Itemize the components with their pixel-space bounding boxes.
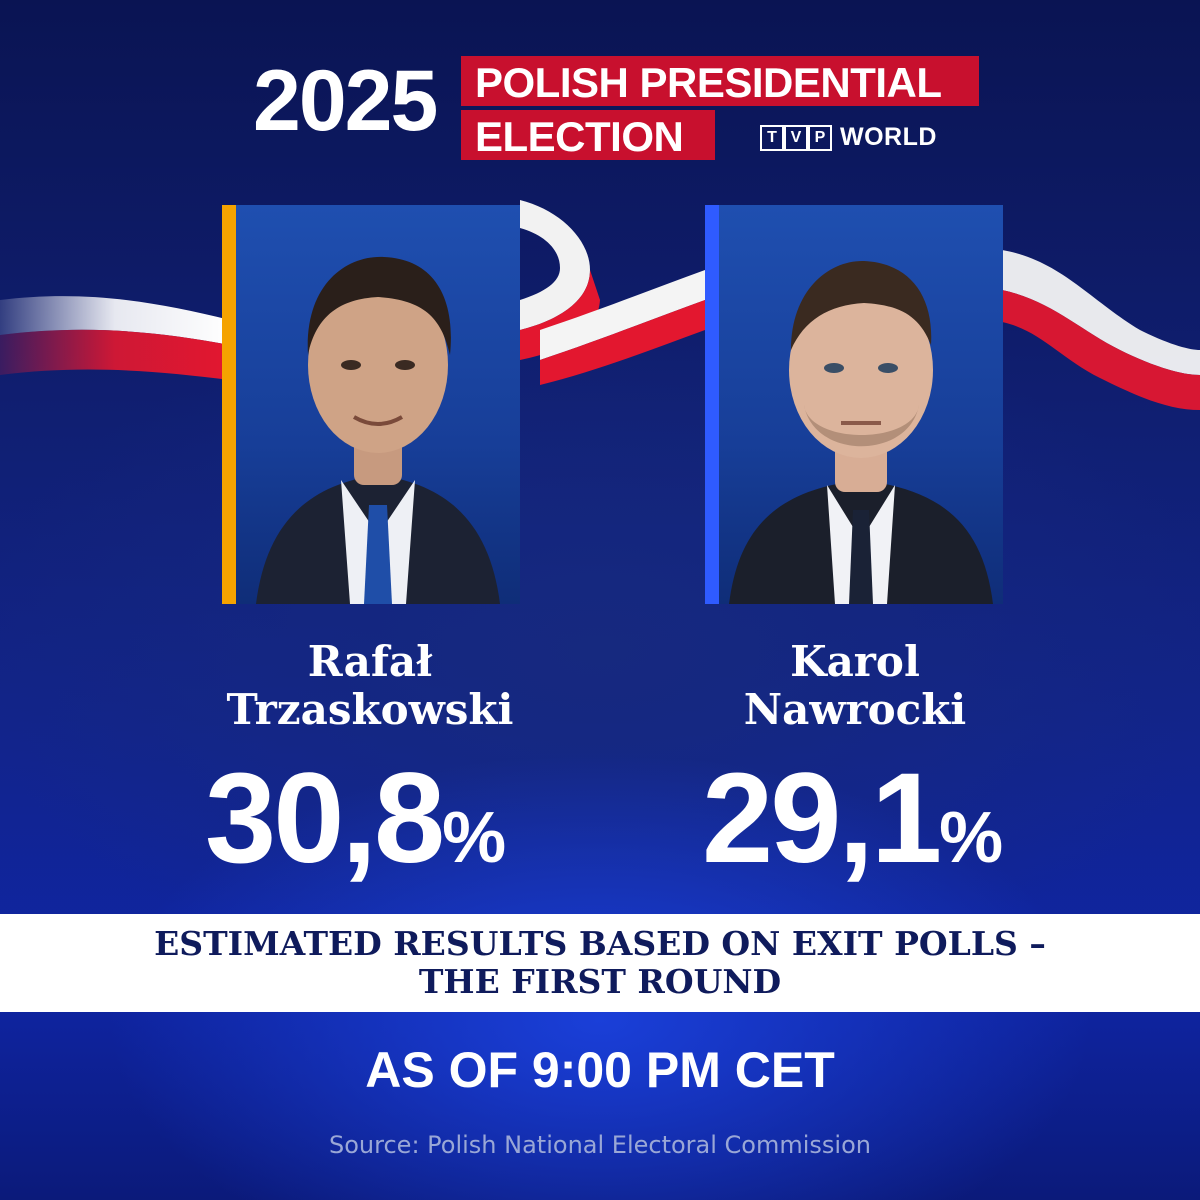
candidate-first-name: Rafał bbox=[307, 637, 433, 686]
percent-symbol: % bbox=[442, 798, 507, 878]
candidate-photo-card bbox=[222, 205, 520, 604]
candidate-portrait-image bbox=[256, 256, 500, 604]
percentage-value: 29,1 bbox=[702, 747, 942, 890]
candidate-color-stripe bbox=[222, 205, 236, 604]
title-line-2: ELECTION bbox=[461, 110, 715, 160]
logo-letter: T bbox=[760, 124, 784, 151]
logo-word: WORLD bbox=[840, 123, 937, 151]
results-caption: ESTIMATED RESULTS BASED ON EXIT POLLS – … bbox=[154, 925, 1046, 1001]
candidate-photo-card bbox=[705, 205, 1003, 604]
candidate-last-name: Trzaskowski bbox=[226, 685, 514, 734]
candidate-name: Rafał Trzaskowski bbox=[170, 638, 570, 734]
logo-letter: V bbox=[784, 124, 808, 151]
candidate-name: Karol Nawrocki bbox=[655, 638, 1055, 734]
candidate-last-name: Nawrocki bbox=[743, 685, 967, 734]
candidate-color-stripe bbox=[705, 205, 719, 604]
results-caption-line-2: THE FIRST ROUND bbox=[418, 962, 782, 1001]
percentage-value: 30,8 bbox=[205, 747, 445, 890]
logo-letter: P bbox=[808, 124, 832, 151]
timestamp-text: AS OF 9:00 PM CET bbox=[365, 1042, 835, 1098]
title-line-1: POLISH PRESIDENTIAL bbox=[461, 56, 979, 106]
tvp-world-logo: T V P WORLD bbox=[760, 123, 937, 152]
results-caption-band: ESTIMATED RESULTS BASED ON EXIT POLLS – … bbox=[0, 914, 1200, 1012]
title-year: 2025 bbox=[253, 53, 438, 149]
percent-symbol: % bbox=[939, 798, 1004, 878]
source-text: Source: Polish National Electoral Commis… bbox=[329, 1131, 871, 1159]
results-caption-line-1: ESTIMATED RESULTS BASED ON EXIT POLLS – bbox=[154, 924, 1046, 963]
candidate-portrait-image bbox=[729, 260, 993, 604]
candidate-first-name: Karol bbox=[790, 637, 920, 686]
candidate-percentage: 30,8% bbox=[205, 755, 506, 883]
candidate-percentage: 29,1% bbox=[702, 755, 1003, 883]
